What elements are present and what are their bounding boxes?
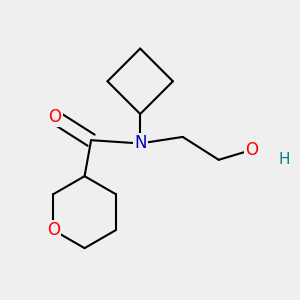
Text: N: N: [134, 134, 146, 152]
Text: O: O: [245, 141, 258, 159]
Text: H: H: [278, 152, 290, 167]
Text: O: O: [49, 108, 62, 126]
Text: O: O: [47, 221, 60, 239]
